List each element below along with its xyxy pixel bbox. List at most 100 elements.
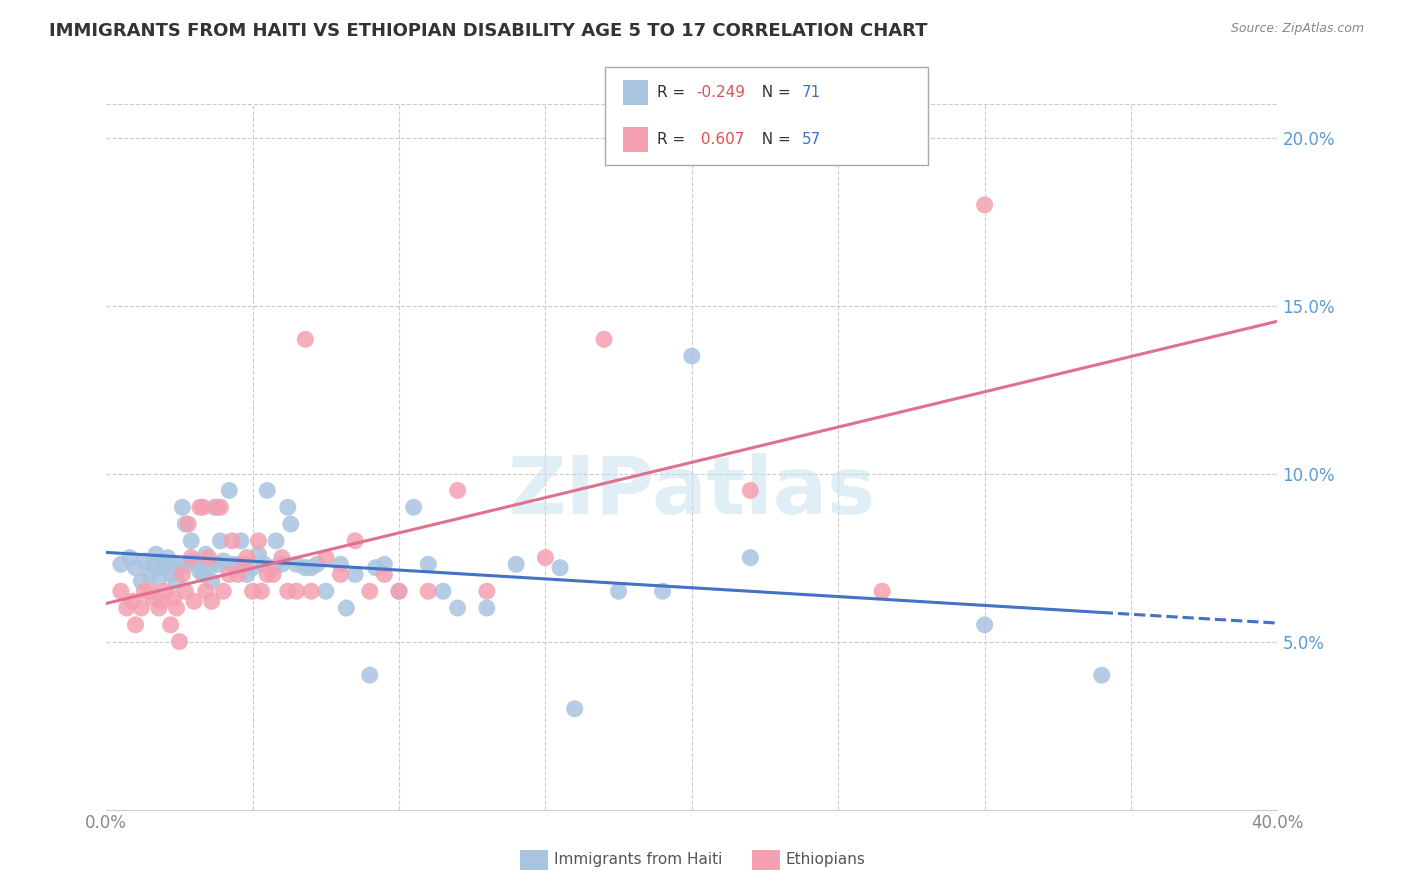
Point bbox=[204, 500, 226, 515]
Point bbox=[212, 584, 235, 599]
Text: ZIPatlas: ZIPatlas bbox=[508, 453, 876, 531]
Point bbox=[315, 550, 337, 565]
Point bbox=[118, 550, 141, 565]
Point bbox=[201, 574, 224, 589]
Point bbox=[247, 533, 270, 548]
Point bbox=[285, 584, 308, 599]
Point bbox=[232, 558, 254, 572]
Point bbox=[166, 574, 188, 589]
Point bbox=[446, 483, 468, 498]
Point bbox=[236, 567, 259, 582]
Point bbox=[110, 584, 132, 599]
Point bbox=[180, 550, 202, 565]
Point bbox=[131, 574, 153, 589]
Point bbox=[180, 533, 202, 548]
Point bbox=[110, 558, 132, 572]
Point bbox=[131, 601, 153, 615]
Point bbox=[145, 547, 167, 561]
Point bbox=[221, 558, 243, 572]
Point bbox=[218, 483, 240, 498]
Point bbox=[262, 567, 284, 582]
Point bbox=[159, 617, 181, 632]
Text: 71: 71 bbox=[801, 86, 821, 100]
Point bbox=[139, 584, 162, 599]
Point bbox=[172, 500, 194, 515]
Point bbox=[159, 567, 181, 582]
Point bbox=[156, 550, 179, 565]
Point bbox=[359, 668, 381, 682]
Text: R =: R = bbox=[657, 132, 690, 146]
Point bbox=[191, 567, 214, 582]
Point bbox=[418, 584, 440, 599]
Point bbox=[364, 560, 387, 574]
Point bbox=[142, 591, 165, 605]
Point bbox=[505, 558, 527, 572]
Point bbox=[329, 558, 352, 572]
Point bbox=[335, 601, 357, 615]
Point bbox=[191, 500, 214, 515]
Point bbox=[373, 558, 395, 572]
Point bbox=[1091, 668, 1114, 682]
Point bbox=[226, 567, 249, 582]
Point bbox=[564, 702, 586, 716]
Point bbox=[344, 533, 367, 548]
Point bbox=[277, 584, 299, 599]
Point bbox=[256, 567, 278, 582]
Text: IMMIGRANTS FROM HAITI VS ETHIOPIAN DISABILITY AGE 5 TO 17 CORRELATION CHART: IMMIGRANTS FROM HAITI VS ETHIOPIAN DISAB… bbox=[49, 22, 928, 40]
Point bbox=[870, 584, 893, 599]
Point bbox=[285, 558, 308, 572]
Text: R =: R = bbox=[657, 86, 690, 100]
Point bbox=[277, 500, 299, 515]
Point bbox=[169, 634, 191, 648]
Point bbox=[209, 500, 232, 515]
Point bbox=[218, 567, 240, 582]
Point bbox=[150, 594, 173, 608]
Point bbox=[115, 601, 138, 615]
Point bbox=[305, 558, 328, 572]
Text: N =: N = bbox=[752, 86, 796, 100]
Point bbox=[177, 516, 200, 531]
Point bbox=[121, 594, 143, 608]
Point bbox=[329, 567, 352, 582]
Point bbox=[548, 560, 571, 574]
Point bbox=[446, 601, 468, 615]
Point bbox=[212, 554, 235, 568]
Point bbox=[124, 617, 146, 632]
Point bbox=[681, 349, 703, 363]
Point bbox=[124, 560, 146, 574]
Point bbox=[294, 332, 316, 346]
Point bbox=[134, 584, 156, 599]
Point bbox=[174, 516, 197, 531]
Point bbox=[418, 558, 440, 572]
Point bbox=[162, 591, 184, 605]
Point bbox=[148, 601, 170, 615]
Point bbox=[194, 547, 217, 561]
Point bbox=[973, 617, 995, 632]
Point bbox=[226, 558, 249, 572]
Point bbox=[194, 584, 217, 599]
Point bbox=[242, 560, 264, 574]
Point bbox=[973, 198, 995, 212]
Point bbox=[299, 560, 322, 574]
Point bbox=[299, 584, 322, 599]
Point bbox=[139, 567, 162, 582]
Point bbox=[174, 584, 197, 599]
Point bbox=[221, 533, 243, 548]
Text: N =: N = bbox=[752, 132, 796, 146]
Point bbox=[197, 550, 219, 565]
Point bbox=[294, 560, 316, 574]
Point bbox=[373, 567, 395, 582]
Point bbox=[475, 601, 498, 615]
Point bbox=[262, 560, 284, 574]
Point bbox=[183, 594, 205, 608]
Text: -0.249: -0.249 bbox=[696, 86, 745, 100]
Point bbox=[271, 550, 294, 565]
Point bbox=[207, 558, 229, 572]
Point bbox=[188, 564, 211, 578]
Point bbox=[280, 516, 302, 531]
Text: 57: 57 bbox=[801, 132, 821, 146]
Point bbox=[186, 558, 208, 572]
Point bbox=[607, 584, 630, 599]
Point bbox=[388, 584, 411, 599]
Point bbox=[209, 533, 232, 548]
